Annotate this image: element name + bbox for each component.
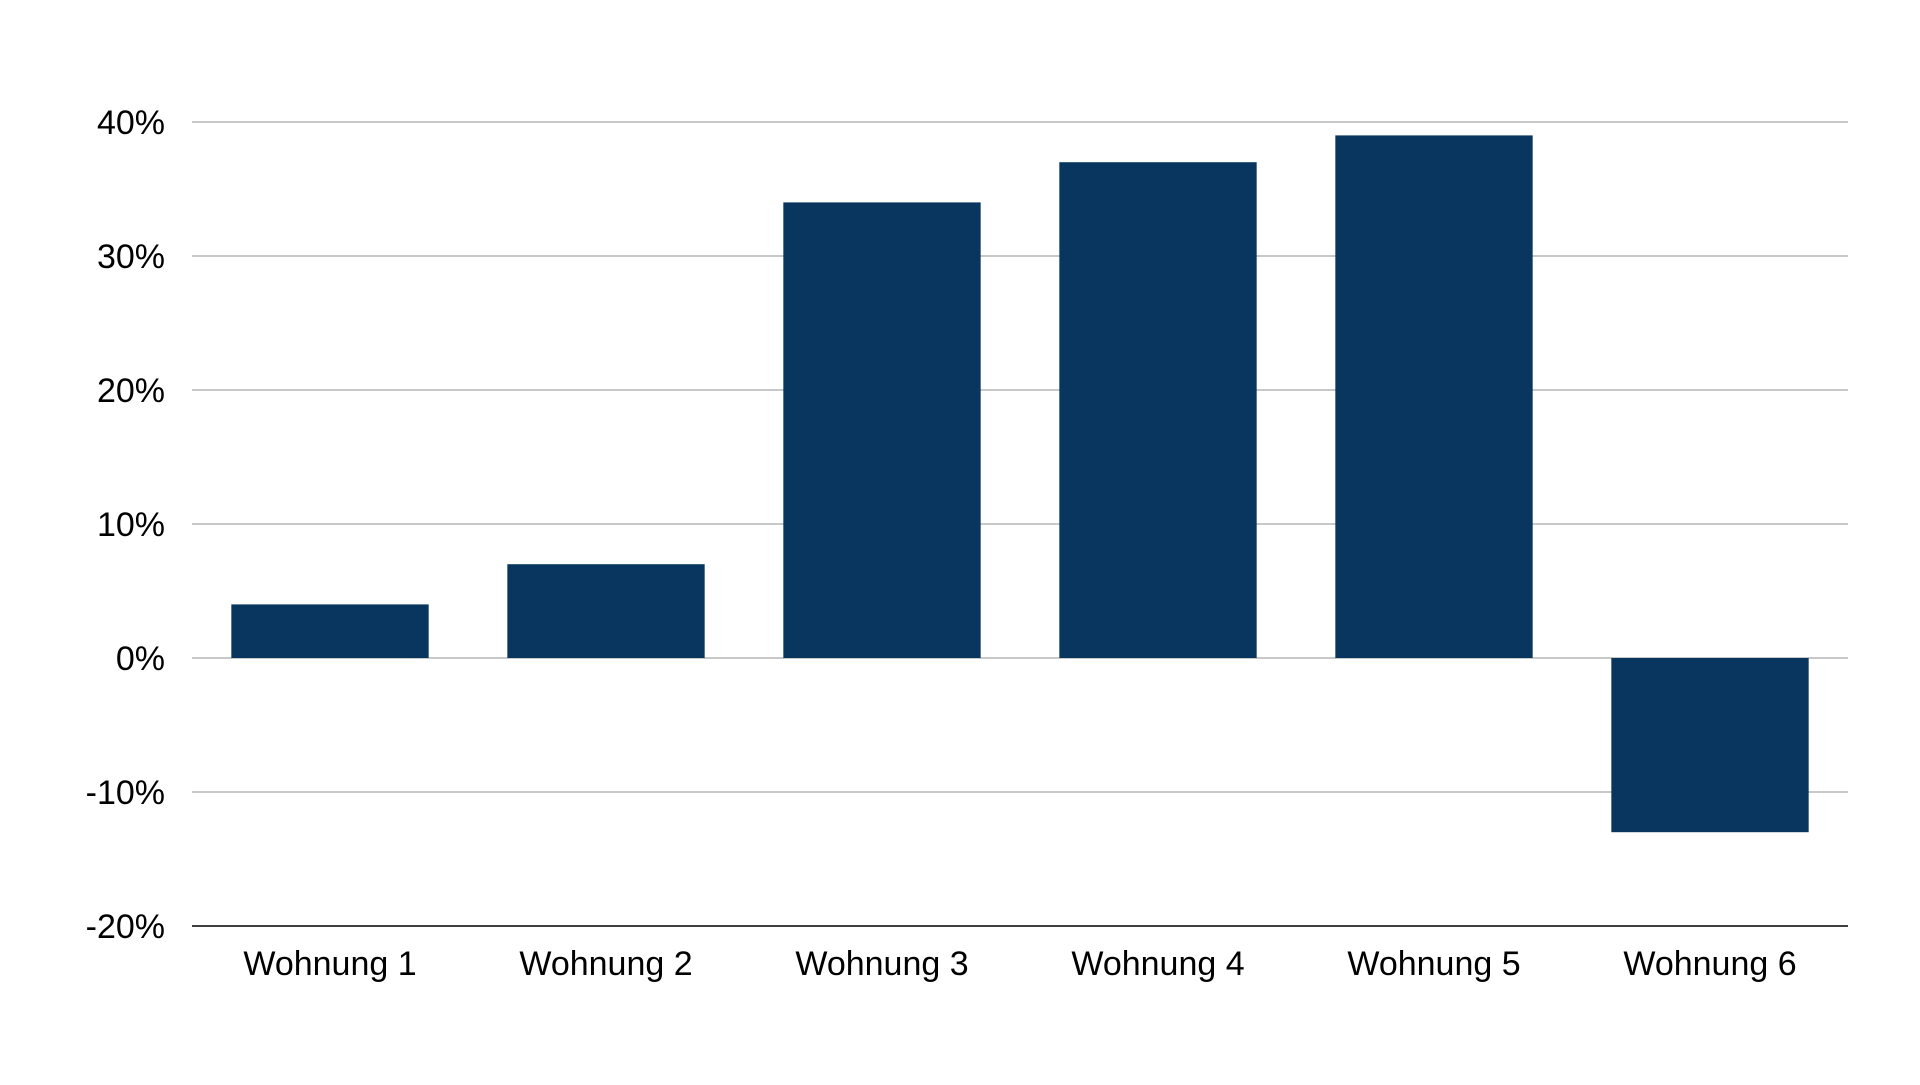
- x-category-label: Wohnung 1: [243, 945, 416, 983]
- y-tick-label: 40%: [97, 104, 165, 142]
- gridlines: [192, 121, 1848, 927]
- bar-5: [1335, 135, 1533, 658]
- y-tick-label: 10%: [97, 506, 165, 544]
- bar-3: [783, 202, 981, 658]
- y-axis-tick-labels: 40% 30% 20% 10% 0% -10% -20%: [86, 104, 165, 946]
- x-category-label: Wohnung 4: [1071, 945, 1244, 983]
- y-tick-label: 30%: [97, 238, 165, 276]
- bars: [231, 135, 1809, 833]
- x-category-label: Wohnung 2: [519, 945, 692, 983]
- bar-2: [507, 564, 705, 658]
- x-category-label: Wohnung 5: [1347, 945, 1520, 983]
- y-tick-label: -20%: [86, 908, 165, 946]
- x-axis-category-labels: Wohnung 1 Wohnung 2 Wohnung 3 Wohnung 4 Wohn…: [243, 945, 1796, 983]
- x-category-label: Wohnung 3: [795, 945, 968, 983]
- y-tick-label: 20%: [97, 372, 165, 410]
- bar-4: [1059, 162, 1257, 658]
- bar-6: [1611, 658, 1809, 833]
- x-category-label: Wohnung 6: [1623, 945, 1796, 983]
- y-tick-label: 0%: [116, 640, 165, 678]
- y-tick-label: -10%: [86, 774, 165, 812]
- bar-1: [231, 604, 429, 658]
